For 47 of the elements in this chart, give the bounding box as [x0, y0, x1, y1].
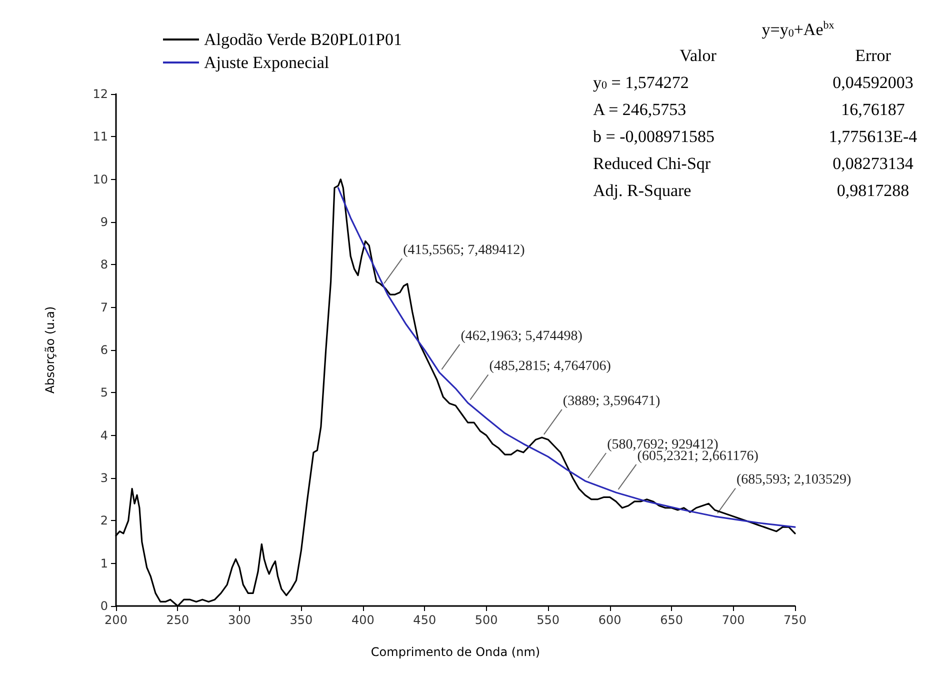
annotation: Adj. R-Square: [593, 181, 692, 200]
text: 16,76187: [841, 100, 906, 119]
x-tick-label: 350: [290, 613, 313, 627]
y-tick-label: 6: [100, 343, 108, 357]
annotation: (3889; 3,596471): [562, 394, 660, 409]
x-tick-label: 550: [536, 613, 560, 627]
x-axis-title: Comprimento de Onda (nm): [370, 645, 540, 659]
annotation: (685,593; 2,103529): [736, 472, 852, 488]
annotation: (605,2321; 2,661176): [637, 448, 759, 464]
x-tick-label: 750: [784, 613, 806, 627]
annotation: (462,1963; 5,474498): [460, 328, 583, 344]
y-tick-label: 11: [92, 130, 108, 144]
x-tick-label: 700: [722, 613, 745, 627]
x-tick-label: 500: [474, 613, 498, 627]
legend-label: Algodão Verde B20PL01P01: [204, 30, 402, 49]
annotation: (485,2815; 4,764706): [489, 359, 612, 374]
text: 1,775613E-4: [828, 127, 918, 146]
y-tick-label: 2: [100, 514, 108, 528]
annotation: Reduced Chi-Sqr: [593, 154, 711, 173]
y-tick-label: 8: [100, 258, 108, 272]
x-tick-label: 300: [228, 613, 251, 627]
annotation: A = 246,5753: [593, 100, 686, 119]
y-tick-label: 4: [100, 428, 108, 442]
y-tick-label: 9: [100, 215, 108, 229]
annotation: b = -0,008971585: [593, 127, 714, 146]
x-tick-label: 600: [598, 613, 622, 627]
legend-label: Ajuste Exponecial: [204, 53, 330, 72]
y-tick-label: 7: [100, 300, 108, 314]
y-tick-label: 0: [100, 599, 108, 613]
text: Error: [855, 46, 892, 65]
x-tick-label: 250: [166, 613, 190, 627]
annotation: (415,5565; 7,489412): [403, 242, 526, 258]
text: y0 = 1,574272: [593, 73, 689, 92]
x-tick-label: 450: [413, 613, 436, 627]
x-tick-label: 650: [660, 613, 683, 627]
text: Valor: [680, 46, 717, 65]
x-tick-label: 200: [104, 613, 128, 627]
y-tick-label: 10: [92, 172, 108, 186]
text: 0,04592003: [832, 73, 914, 92]
y-axis-title: Absorção (u.a): [43, 306, 57, 394]
y-tick-label: 5: [100, 386, 108, 400]
y-tick-label: 1: [100, 556, 108, 570]
text: 0,9817288: [836, 181, 910, 200]
y-tick-label: 12: [92, 87, 108, 101]
text: 0,08273134: [832, 154, 914, 173]
x-tick-label: 400: [351, 613, 374, 627]
y-tick-label: 3: [100, 471, 108, 485]
